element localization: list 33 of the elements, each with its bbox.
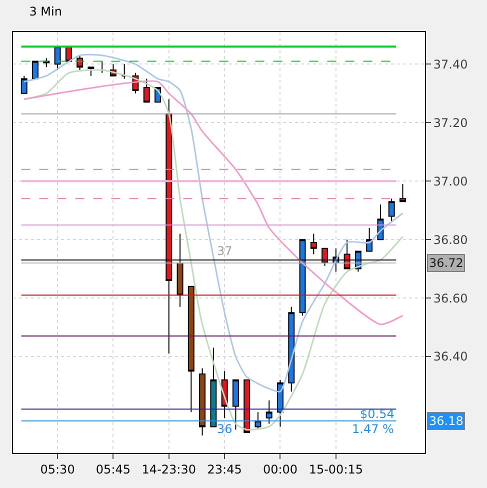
candlestick xyxy=(32,60,38,80)
x-tick-label: 23:45 xyxy=(207,462,242,476)
line-series xyxy=(23,80,404,326)
candlestick xyxy=(199,368,206,436)
annotation: 36 xyxy=(217,422,232,436)
annotation: 1.47 % xyxy=(352,422,394,436)
annotation: $0.54 xyxy=(360,407,394,421)
candlestick xyxy=(188,286,194,413)
y-tick-label: 36.40 xyxy=(433,350,468,364)
annotation: 37 xyxy=(217,244,232,258)
x-tick-label: 05:45 xyxy=(96,462,131,476)
candlestick xyxy=(232,379,239,430)
x-tick-label: 15-00:15 xyxy=(308,462,364,476)
y-tick-label: 37.00 xyxy=(433,174,468,188)
candlestick xyxy=(388,198,395,223)
ref-line-label: 36.72 xyxy=(429,256,464,270)
y-tick-label: 36.80 xyxy=(433,232,468,247)
candlestick xyxy=(20,75,28,94)
candlestick xyxy=(88,66,94,76)
y-tick-label: 37.20 xyxy=(433,116,468,130)
ref-line-label: 36.18 xyxy=(429,414,464,428)
x-tick-label: 05:30 xyxy=(40,462,75,476)
y-tick-label: 37.40 xyxy=(433,57,468,72)
candlestick xyxy=(400,184,406,202)
x-tick-label: 00:00 xyxy=(262,462,298,476)
y-tick-label: 36.60 xyxy=(433,291,468,306)
candlestick xyxy=(143,78,150,103)
candlestick xyxy=(244,379,250,434)
candlestick xyxy=(266,400,272,424)
candlestick xyxy=(210,347,217,428)
x-tick-label: 14-23:30 xyxy=(142,462,196,476)
chart-title: 3 Min xyxy=(29,4,62,19)
candlestick xyxy=(310,233,317,255)
